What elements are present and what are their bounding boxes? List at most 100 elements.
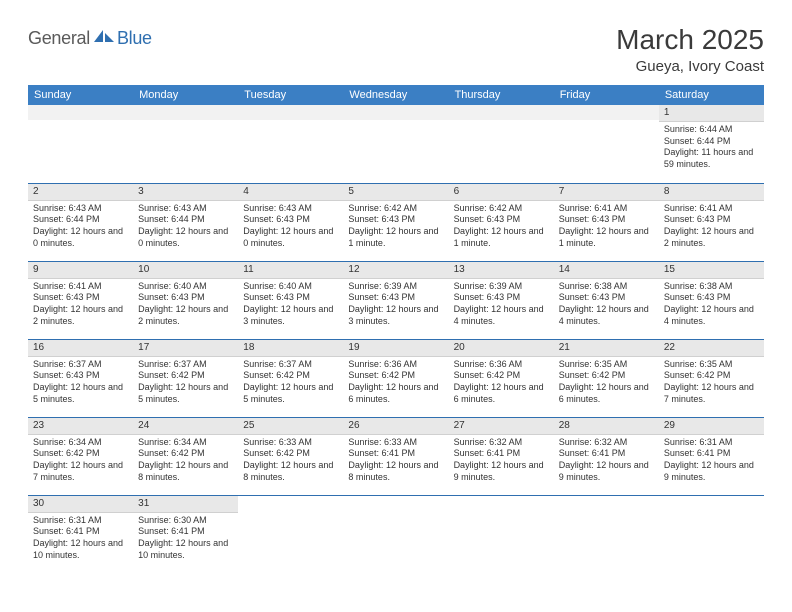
day-content: Sunrise: 6:44 AMSunset: 6:44 PMDaylight:… — [659, 122, 764, 174]
daylight-text: Daylight: 11 hours and 59 minutes. — [664, 147, 759, 170]
day-content: Sunrise: 6:33 AMSunset: 6:41 PMDaylight:… — [343, 435, 448, 487]
calendar-cell: 31Sunrise: 6:30 AMSunset: 6:41 PMDayligh… — [133, 495, 238, 573]
calendar-cell — [659, 495, 764, 573]
daylight-text: Daylight: 12 hours and 2 minutes. — [138, 304, 233, 327]
day-number: 3 — [133, 184, 238, 201]
daylight-text: Daylight: 12 hours and 10 minutes. — [33, 538, 128, 561]
day-content: Sunrise: 6:43 AMSunset: 6:44 PMDaylight:… — [28, 201, 133, 253]
empty-day-bar — [449, 105, 554, 120]
logo-sail-icon — [94, 28, 114, 49]
sunrise-text: Sunrise: 6:39 AM — [454, 281, 549, 293]
daylight-text: Daylight: 12 hours and 3 minutes. — [243, 304, 338, 327]
calendar-cell: 16Sunrise: 6:37 AMSunset: 6:43 PMDayligh… — [28, 339, 133, 417]
daylight-text: Daylight: 12 hours and 9 minutes. — [454, 460, 549, 483]
calendar-cell: 28Sunrise: 6:32 AMSunset: 6:41 PMDayligh… — [554, 417, 659, 495]
day-number: 28 — [554, 418, 659, 435]
sunrise-text: Sunrise: 6:41 AM — [33, 281, 128, 293]
day-header: Saturday — [659, 85, 764, 105]
day-content: Sunrise: 6:36 AMSunset: 6:42 PMDaylight:… — [449, 357, 554, 409]
location: Gueya, Ivory Coast — [616, 58, 764, 75]
empty-day-bar — [554, 105, 659, 120]
sunset-text: Sunset: 6:43 PM — [348, 292, 443, 304]
calendar-cell — [238, 495, 343, 573]
sunset-text: Sunset: 6:44 PM — [138, 214, 233, 226]
sunrise-text: Sunrise: 6:30 AM — [138, 515, 233, 527]
sunset-text: Sunset: 6:43 PM — [559, 214, 654, 226]
calendar-cell: 10Sunrise: 6:40 AMSunset: 6:43 PMDayligh… — [133, 261, 238, 339]
calendar-cell — [343, 105, 448, 183]
day-content: Sunrise: 6:31 AMSunset: 6:41 PMDaylight:… — [28, 513, 133, 565]
daylight-text: Daylight: 12 hours and 4 minutes. — [559, 304, 654, 327]
daylight-text: Daylight: 12 hours and 1 minute. — [559, 226, 654, 249]
calendar-cell — [28, 105, 133, 183]
calendar-cell: 24Sunrise: 6:34 AMSunset: 6:42 PMDayligh… — [133, 417, 238, 495]
calendar-cell: 21Sunrise: 6:35 AMSunset: 6:42 PMDayligh… — [554, 339, 659, 417]
calendar-cell: 9Sunrise: 6:41 AMSunset: 6:43 PMDaylight… — [28, 261, 133, 339]
day-content: Sunrise: 6:43 AMSunset: 6:43 PMDaylight:… — [238, 201, 343, 253]
logo-text-general: General — [28, 28, 90, 49]
day-content: Sunrise: 6:39 AMSunset: 6:43 PMDaylight:… — [343, 279, 448, 331]
calendar-cell — [133, 105, 238, 183]
day-number: 13 — [449, 262, 554, 279]
sunset-text: Sunset: 6:44 PM — [33, 214, 128, 226]
day-content: Sunrise: 6:35 AMSunset: 6:42 PMDaylight:… — [554, 357, 659, 409]
calendar-row: 30Sunrise: 6:31 AMSunset: 6:41 PMDayligh… — [28, 495, 764, 573]
sunset-text: Sunset: 6:41 PM — [454, 448, 549, 460]
calendar-cell: 26Sunrise: 6:33 AMSunset: 6:41 PMDayligh… — [343, 417, 448, 495]
calendar-cell: 27Sunrise: 6:32 AMSunset: 6:41 PMDayligh… — [449, 417, 554, 495]
sunset-text: Sunset: 6:43 PM — [664, 214, 759, 226]
daylight-text: Daylight: 12 hours and 6 minutes. — [454, 382, 549, 405]
calendar-cell: 19Sunrise: 6:36 AMSunset: 6:42 PMDayligh… — [343, 339, 448, 417]
calendar-row: 1Sunrise: 6:44 AMSunset: 6:44 PMDaylight… — [28, 105, 764, 183]
day-number: 9 — [28, 262, 133, 279]
sunrise-text: Sunrise: 6:39 AM — [348, 281, 443, 293]
header: General Blue March 2025 Gueya, Ivory Coa… — [28, 24, 764, 75]
day-header: Friday — [554, 85, 659, 105]
sunset-text: Sunset: 6:43 PM — [243, 214, 338, 226]
sunset-text: Sunset: 6:44 PM — [664, 136, 759, 148]
calendar-cell — [554, 105, 659, 183]
calendar-cell: 2Sunrise: 6:43 AMSunset: 6:44 PMDaylight… — [28, 183, 133, 261]
empty-day-bar — [343, 105, 448, 120]
sunrise-text: Sunrise: 6:41 AM — [559, 203, 654, 215]
daylight-text: Daylight: 12 hours and 4 minutes. — [664, 304, 759, 327]
day-content: Sunrise: 6:41 AMSunset: 6:43 PMDaylight:… — [554, 201, 659, 253]
calendar-row: 23Sunrise: 6:34 AMSunset: 6:42 PMDayligh… — [28, 417, 764, 495]
sunrise-text: Sunrise: 6:42 AM — [348, 203, 443, 215]
day-content: Sunrise: 6:40 AMSunset: 6:43 PMDaylight:… — [238, 279, 343, 331]
day-content: Sunrise: 6:30 AMSunset: 6:41 PMDaylight:… — [133, 513, 238, 565]
day-content: Sunrise: 6:40 AMSunset: 6:43 PMDaylight:… — [133, 279, 238, 331]
sunrise-text: Sunrise: 6:40 AM — [138, 281, 233, 293]
calendar-cell: 4Sunrise: 6:43 AMSunset: 6:43 PMDaylight… — [238, 183, 343, 261]
month-title: March 2025 — [616, 24, 764, 56]
title-block: March 2025 Gueya, Ivory Coast — [616, 24, 764, 75]
sunset-text: Sunset: 6:43 PM — [454, 214, 549, 226]
sunset-text: Sunset: 6:42 PM — [138, 370, 233, 382]
day-content: Sunrise: 6:42 AMSunset: 6:43 PMDaylight:… — [449, 201, 554, 253]
sunrise-text: Sunrise: 6:34 AM — [138, 437, 233, 449]
daylight-text: Daylight: 12 hours and 6 minutes. — [559, 382, 654, 405]
day-number: 27 — [449, 418, 554, 435]
day-number: 8 — [659, 184, 764, 201]
sunset-text: Sunset: 6:43 PM — [664, 292, 759, 304]
calendar-cell: 8Sunrise: 6:41 AMSunset: 6:43 PMDaylight… — [659, 183, 764, 261]
day-content: Sunrise: 6:32 AMSunset: 6:41 PMDaylight:… — [554, 435, 659, 487]
daylight-text: Daylight: 12 hours and 2 minutes. — [664, 226, 759, 249]
daylight-text: Daylight: 12 hours and 7 minutes. — [664, 382, 759, 405]
day-number: 30 — [28, 496, 133, 513]
day-number: 15 — [659, 262, 764, 279]
day-header: Monday — [133, 85, 238, 105]
calendar-cell: 25Sunrise: 6:33 AMSunset: 6:42 PMDayligh… — [238, 417, 343, 495]
sunrise-text: Sunrise: 6:42 AM — [454, 203, 549, 215]
sunset-text: Sunset: 6:42 PM — [33, 448, 128, 460]
calendar-cell: 11Sunrise: 6:40 AMSunset: 6:43 PMDayligh… — [238, 261, 343, 339]
day-content: Sunrise: 6:31 AMSunset: 6:41 PMDaylight:… — [659, 435, 764, 487]
day-content: Sunrise: 6:36 AMSunset: 6:42 PMDaylight:… — [343, 357, 448, 409]
sunset-text: Sunset: 6:43 PM — [559, 292, 654, 304]
calendar-row: 16Sunrise: 6:37 AMSunset: 6:43 PMDayligh… — [28, 339, 764, 417]
calendar-cell: 18Sunrise: 6:37 AMSunset: 6:42 PMDayligh… — [238, 339, 343, 417]
day-number: 29 — [659, 418, 764, 435]
day-content: Sunrise: 6:39 AMSunset: 6:43 PMDaylight:… — [449, 279, 554, 331]
daylight-text: Daylight: 12 hours and 1 minute. — [348, 226, 443, 249]
sunset-text: Sunset: 6:43 PM — [33, 292, 128, 304]
